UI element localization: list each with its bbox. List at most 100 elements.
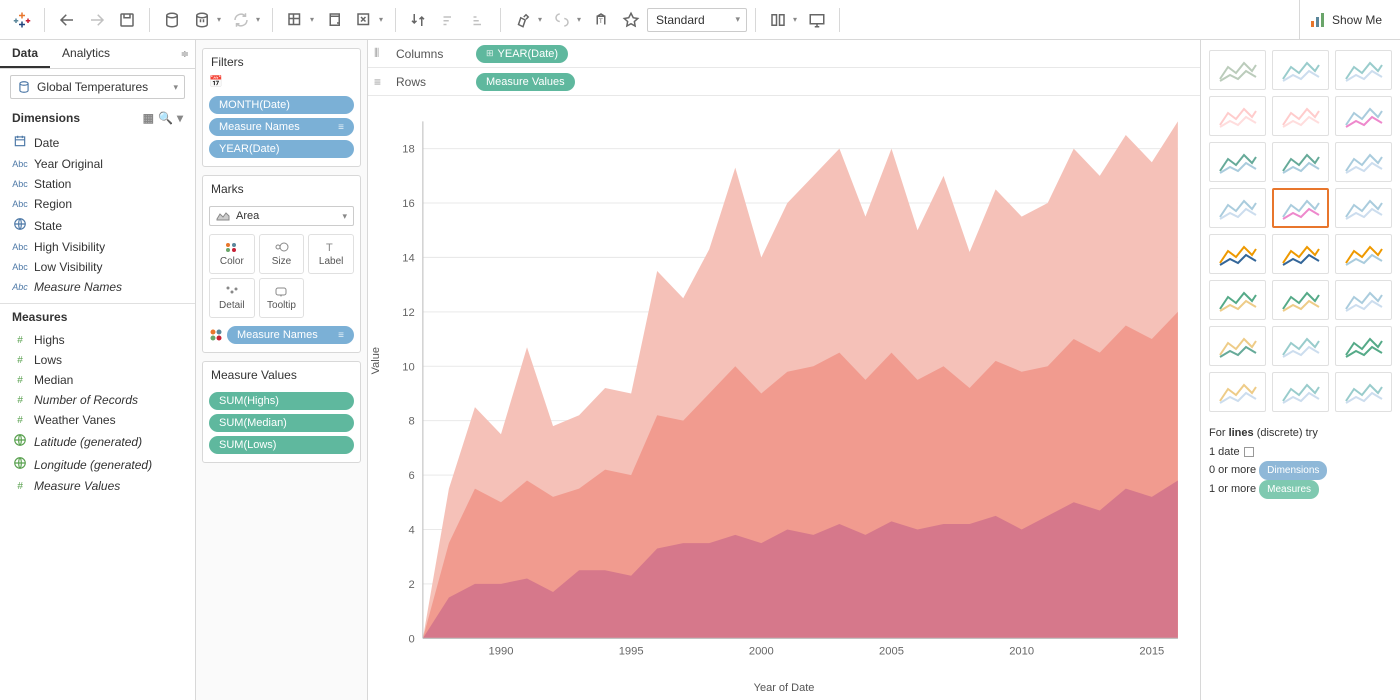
show-me-button[interactable]: Show Me [1299,0,1392,40]
showme-thumb[interactable] [1272,188,1329,228]
sort-desc-button[interactable] [464,6,492,34]
tab-data[interactable]: Data [0,40,50,68]
show-cards-button[interactable] [764,6,792,34]
dimension-field[interactable]: AbcHigh Visibility [0,237,195,257]
marks-label-button[interactable]: TLabel [308,234,354,274]
showme-thumb[interactable] [1335,326,1392,366]
dimension-field[interactable]: AbcStation [0,174,195,194]
group-button[interactable] [548,6,576,34]
clear-button[interactable] [350,6,378,34]
dimension-field[interactable]: State [0,214,195,237]
measure-value-pill[interactable]: SUM(Highs) [209,392,354,410]
showme-thumb[interactable] [1335,142,1392,182]
showme-thumb[interactable] [1209,234,1266,274]
measure-field[interactable]: #Highs [0,330,195,350]
highlight-button[interactable] [509,6,537,34]
measure-field[interactable]: #Lows [0,350,195,370]
show-me-hint: For lines (discrete) try 1 date 0 or mor… [1209,424,1392,499]
showme-thumb[interactable] [1209,142,1266,182]
menu-icon[interactable]: ▾ [177,111,183,125]
showme-thumb[interactable] [1272,96,1329,136]
columns-pill[interactable]: ⊞YEAR(Date) [476,45,568,63]
tab-analytics[interactable]: Analytics [50,40,122,68]
marks-pill-measure-names[interactable]: Measure Names≡ [227,326,354,344]
dimension-field[interactable]: AbcYear Original [0,154,195,174]
show-labels-button[interactable]: T [587,6,615,34]
redo-button[interactable] [83,6,111,34]
columns-shelf[interactable]: ⦀Columns ⊞YEAR(Date) [368,40,1200,68]
rows-shelf[interactable]: ≡Rows Measure Values [368,68,1200,96]
sort-asc-button[interactable] [434,6,462,34]
showme-thumb[interactable] [1335,234,1392,274]
svg-text:2: 2 [409,579,415,591]
svg-text:2010: 2010 [1009,646,1034,658]
new-worksheet-button[interactable] [281,6,309,34]
duplicate-button[interactable] [320,6,348,34]
datasource-select[interactable]: Global Temperatures [10,75,185,99]
showme-thumb[interactable] [1209,372,1266,412]
dimension-field[interactable]: Date [0,131,195,154]
measure-field[interactable]: #Weather Vanes [0,410,195,430]
marks-detail-button[interactable]: Detail [209,278,255,318]
presentation-button[interactable] [803,6,831,34]
rows-pill[interactable]: Measure Values [476,73,575,91]
dimension-field[interactable]: AbcMeasure Names [0,277,195,297]
showme-thumb[interactable] [1272,280,1329,320]
marks-type-select[interactable]: Area [209,206,354,226]
svg-text:T: T [599,18,603,25]
pause-updates-button[interactable] [188,6,216,34]
showme-thumb[interactable] [1272,142,1329,182]
view-icon[interactable]: ▦ [143,111,154,125]
showme-thumb[interactable] [1209,96,1266,136]
rows-icon: ≡ [374,75,381,89]
showme-thumb[interactable] [1209,326,1266,366]
showme-thumb[interactable] [1335,280,1392,320]
showme-thumb[interactable] [1272,234,1329,274]
tableau-logo[interactable] [8,6,36,34]
marks-tooltip-button[interactable]: Tooltip [259,278,305,318]
showme-thumb[interactable] [1335,372,1392,412]
area-chart[interactable]: 024681012141618199019952000200520102015 [372,106,1186,670]
filter-pill[interactable]: Measure Names≡ [209,118,354,136]
measure-field[interactable]: #Median [0,370,195,390]
showme-thumb[interactable] [1335,96,1392,136]
save-button[interactable] [113,6,141,34]
svg-text:1990: 1990 [489,646,514,658]
showme-thumb[interactable] [1335,188,1392,228]
measure-value-pill[interactable]: SUM(Median) [209,414,354,432]
y-axis-label: Value [370,347,382,374]
marks-shelf: Marks Area ColorSizeTLabelDetailTooltip … [202,175,361,353]
showme-thumb[interactable] [1209,188,1266,228]
showme-thumb[interactable] [1209,280,1266,320]
filter-pill[interactable]: YEAR(Date) [209,140,354,158]
marks-color-button[interactable]: Color [209,234,255,274]
measure-value-pill[interactable]: SUM(Lows) [209,436,354,454]
swap-button[interactable] [404,6,432,34]
showme-thumb[interactable] [1335,50,1392,90]
columns-icon: ⦀ [374,46,379,61]
measure-field[interactable]: Latitude (generated) [0,430,195,453]
measure-field[interactable]: Longitude (generated) [0,453,195,476]
pin-button[interactable] [617,6,645,34]
dimension-field[interactable]: AbcLow Visibility [0,257,195,277]
measure-field[interactable]: #Measure Values [0,476,195,496]
datasource-name: Global Temperatures [37,80,148,94]
showme-thumb[interactable] [1272,326,1329,366]
refresh-button[interactable] [227,6,255,34]
measure-field[interactable]: #Number of Records [0,390,195,410]
showme-thumb[interactable] [1272,50,1329,90]
tab-menu-icon[interactable]: ≑ [181,49,189,60]
showme-thumb[interactable] [1272,372,1329,412]
marks-size-button[interactable]: Size [259,234,305,274]
svg-text:18: 18 [402,144,414,156]
show-me-panel: For lines (discrete) try 1 date 0 or mor… [1200,40,1400,700]
new-datasource-button[interactable] [158,6,186,34]
undo-button[interactable] [53,6,81,34]
showme-thumb[interactable] [1209,50,1266,90]
measure-values-shelf: Measure Values SUM(Highs)SUM(Median)SUM(… [202,361,361,463]
search-icon[interactable]: 🔍 [158,111,173,125]
dimension-field[interactable]: AbcRegion [0,194,195,214]
show-me-label: Show Me [1332,13,1382,27]
filter-pill[interactable]: MONTH(Date) [209,96,354,114]
fit-select[interactable]: Standard [647,8,747,32]
